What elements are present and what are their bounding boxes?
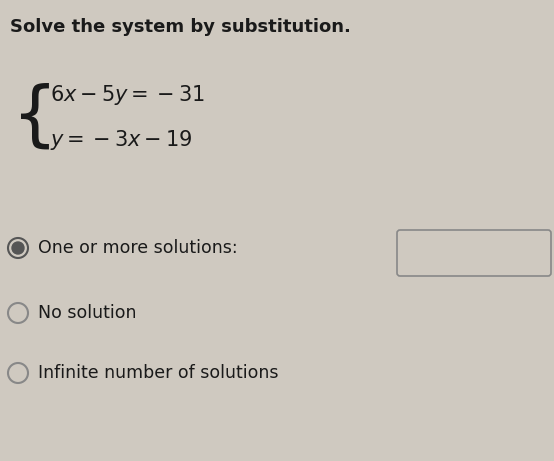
Text: {: {: [12, 83, 58, 152]
Text: One or more solutions:: One or more solutions:: [38, 239, 238, 257]
Text: $6x - 5y = -31$: $6x - 5y = -31$: [50, 83, 205, 107]
Text: $y = -3x - 19$: $y = -3x - 19$: [50, 128, 193, 152]
Text: No solution: No solution: [38, 304, 136, 322]
Text: Infinite number of solutions: Infinite number of solutions: [38, 364, 279, 382]
FancyBboxPatch shape: [397, 230, 551, 276]
Circle shape: [12, 242, 24, 254]
Text: Solve the system by substitution.: Solve the system by substitution.: [10, 18, 351, 36]
